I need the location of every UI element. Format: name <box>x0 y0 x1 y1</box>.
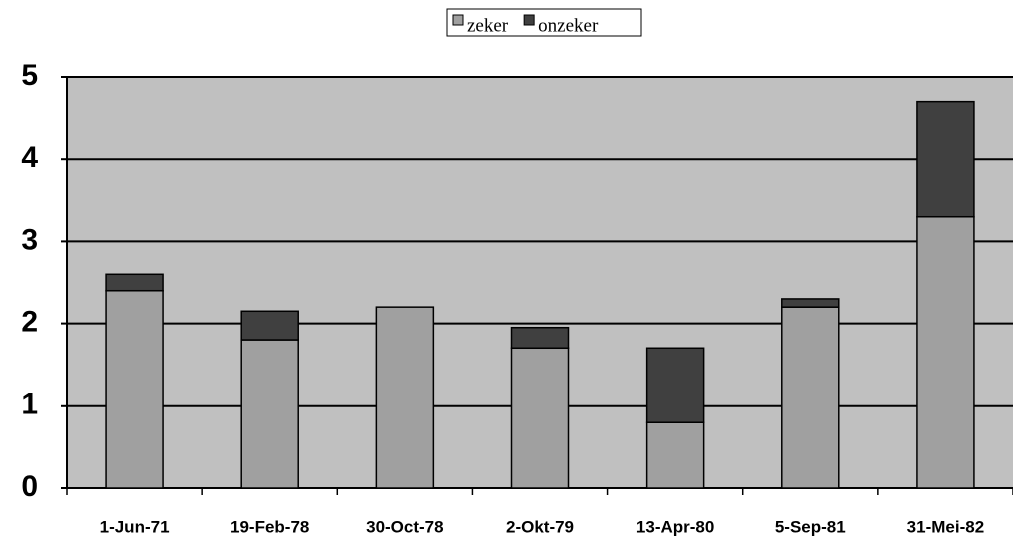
bar-segment <box>645 347 705 423</box>
legend-swatch <box>523 14 535 26</box>
bar-segment <box>510 347 570 489</box>
bar-segment <box>105 289 164 489</box>
bar-segment <box>916 100 975 218</box>
x-tick-label: 1-Jun-71 <box>100 517 170 536</box>
bar-segment <box>510 326 570 350</box>
x-tick-label: 5-Sep-81 <box>775 517 846 536</box>
bar-segment <box>105 273 164 292</box>
y-tick-label: 2 <box>21 306 38 339</box>
bar-segment <box>916 215 975 489</box>
bar-segment <box>781 298 840 308</box>
y-tick-label: 3 <box>21 223 38 256</box>
x-tick-label: 31-Mei-82 <box>907 517 984 536</box>
legend-label: onzeker <box>538 15 599 36</box>
bar-segment <box>645 421 705 489</box>
bar-segment <box>240 310 299 341</box>
legend-box <box>446 8 642 37</box>
x-tick-label: 2-Okt-79 <box>506 517 574 536</box>
y-tick-label: 0 <box>21 470 38 503</box>
y-tick-label: 5 <box>21 59 38 92</box>
legend-swatch <box>452 14 464 26</box>
bar-segment <box>375 306 435 489</box>
bar-segment <box>240 339 299 489</box>
x-tick-label: 30-Oct-78 <box>366 517 443 536</box>
y-tick-label: 4 <box>21 141 38 174</box>
y-tick-label: 1 <box>21 388 38 421</box>
x-tick-label: 19-Feb-78 <box>230 517 309 536</box>
legend-label: zeker <box>467 15 509 36</box>
x-tick-label: 13-Apr-80 <box>636 517 714 536</box>
bar-segment <box>781 306 840 489</box>
